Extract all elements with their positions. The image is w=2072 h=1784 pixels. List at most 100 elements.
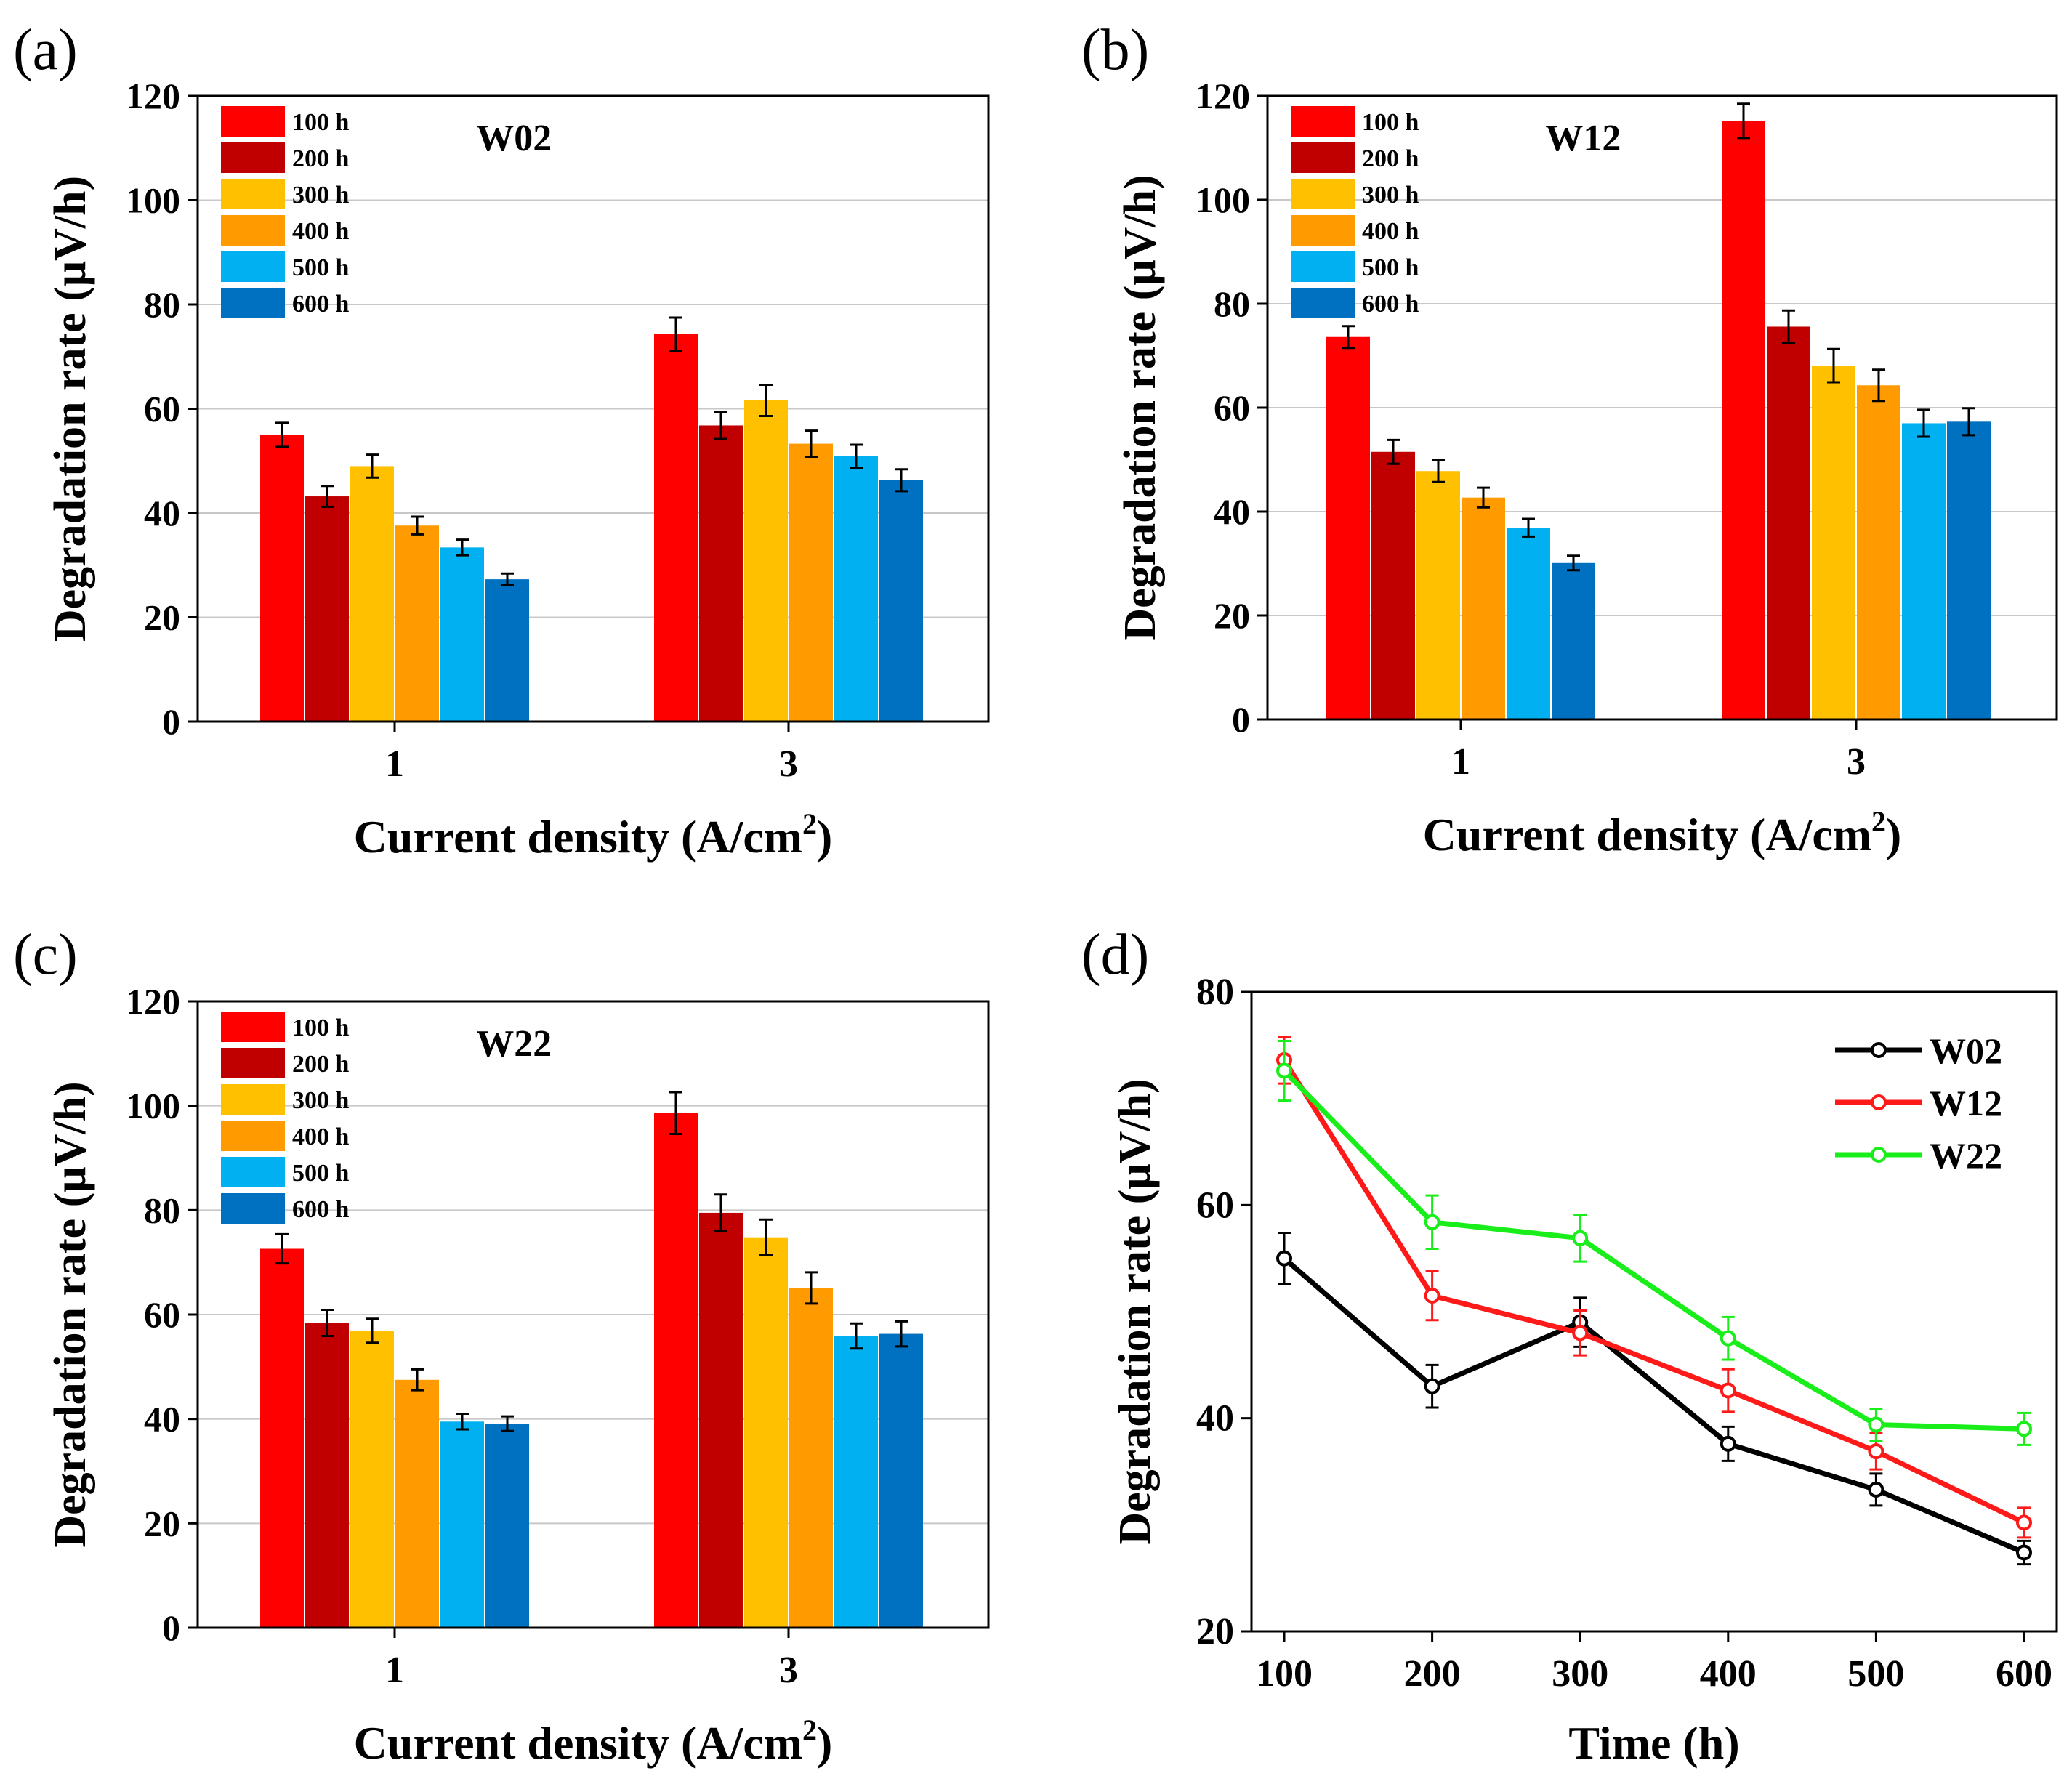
legend-label: 300 h — [292, 1087, 350, 1114]
legend-swatch — [221, 215, 285, 246]
x-tick-label: 1 — [385, 743, 404, 785]
bar-400h-cat3 — [789, 1288, 833, 1628]
legend-label: 600 h — [292, 291, 350, 318]
y-tick-label: 120 — [126, 981, 180, 1022]
data-point-W12 — [1720, 1382, 1736, 1399]
legend-label: 100 h — [1362, 109, 1419, 136]
bar-500h-cat3 — [834, 1336, 878, 1628]
series-line-W22 — [1282, 1069, 2025, 1432]
bar-400h-cat1 — [395, 525, 439, 722]
bar-500h-cat1 — [1507, 528, 1550, 719]
bar-100h-cat3 — [1722, 121, 1765, 719]
legend-swatch — [1291, 179, 1355, 209]
legend-label: 200 h — [292, 1051, 350, 1078]
legend-label: 200 h — [292, 145, 350, 172]
x-axis-label-sup: 2 — [802, 807, 817, 840]
bar-100h-cat3 — [654, 1113, 698, 1628]
bar-200h-cat3 — [1767, 326, 1810, 720]
bar-600h-cat1 — [1552, 562, 1595, 719]
bar-500h-cat3 — [834, 456, 878, 722]
legend-label: 400 h — [1362, 218, 1419, 245]
legend-swatch — [1291, 142, 1355, 173]
x-tick-label: 600 — [1996, 1653, 2052, 1695]
legend-swatch — [1291, 288, 1355, 318]
bar-100h-cat3 — [654, 334, 698, 722]
bar-300h-cat1 — [350, 466, 394, 722]
data-point-W22 — [2016, 1421, 2032, 1437]
x-axis-label-sup: 2 — [1871, 805, 1886, 838]
y-tick-label: 100 — [1196, 179, 1250, 220]
bar-600h-cat3 — [1947, 421, 1991, 719]
legend-swatch — [221, 1084, 285, 1115]
bar-200h-cat3 — [699, 425, 743, 722]
y-tick-label: 100 — [126, 1086, 180, 1126]
legend-label: 400 h — [292, 1123, 350, 1150]
y-tick-label: 40 — [144, 493, 180, 533]
x-axis-label-sup: 2 — [802, 1714, 817, 1746]
legend-label: 500 h — [292, 1160, 350, 1187]
legend-label: W02 — [1930, 1030, 2002, 1071]
legend-swatch — [1291, 215, 1355, 246]
legend-label: 100 h — [292, 109, 350, 136]
x-axis-label-main: Current density (A/cm — [354, 811, 802, 863]
data-point-W12 — [1868, 1443, 1884, 1460]
legend-label: 300 h — [292, 182, 350, 209]
legend-marker — [1871, 1042, 1887, 1058]
legend-swatch — [221, 288, 285, 318]
x-tick-label: 3 — [779, 1650, 798, 1691]
y-axis-label: Degradation rate (μV/h) — [46, 176, 95, 642]
bar-400h-cat3 — [1857, 385, 1900, 719]
y-tick-label: 60 — [1196, 1184, 1234, 1226]
y-axis-label: Degradation rate (μV/h) — [1116, 174, 1165, 640]
chart-title: W02 — [476, 118, 552, 159]
legend-swatch — [221, 179, 285, 209]
data-point-W22 — [1572, 1230, 1589, 1246]
y-tick-label: 120 — [1196, 76, 1250, 116]
legend-label: 500 h — [1362, 254, 1419, 281]
legend-swatch — [221, 1193, 285, 1224]
bar-panel-2: (c) 1 3 0 20 40 60 80 100 120 W22 100 h 200 h 300 h 40… — [13, 923, 990, 1769]
legend-label: W12 — [1930, 1083, 2002, 1123]
y-tick-label: 80 — [144, 1190, 180, 1230]
legend-marker — [1871, 1147, 1887, 1163]
bar-200h-cat1 — [305, 496, 349, 722]
x-axis-label-main: Current density (A/cm — [354, 1717, 802, 1769]
bar-500h-cat3 — [1902, 423, 1946, 719]
legend-swatch — [221, 251, 285, 282]
legend-swatch — [221, 142, 285, 173]
y-tick-label: 80 — [1214, 283, 1250, 324]
bar-300h-cat1 — [350, 1331, 394, 1628]
x-axis-label: Current density (A/cm2) — [354, 807, 833, 863]
x-tick-label: 3 — [1847, 741, 1866, 783]
chart-title: W22 — [476, 1023, 552, 1065]
chart-title: W12 — [1545, 118, 1621, 159]
data-point-W22 — [1276, 1062, 1292, 1079]
panel-label: (a) — [13, 18, 78, 82]
y-axis-label: Degradation rate (μV/h) — [1110, 1078, 1160, 1544]
y-tick-label: 0 — [162, 701, 180, 742]
data-point-W02 — [1720, 1435, 1736, 1452]
legend-label: 600 h — [292, 1196, 350, 1223]
y-tick-label: 100 — [126, 180, 180, 221]
y-tick-label: 20 — [144, 1503, 180, 1543]
bar-400h-cat1 — [395, 1379, 439, 1628]
y-tick-label: 0 — [162, 1607, 180, 1648]
bar-600h-cat3 — [879, 480, 923, 722]
legend-swatch — [221, 1157, 285, 1187]
bar-500h-cat1 — [440, 1421, 484, 1628]
bar-500h-cat1 — [440, 547, 484, 722]
x-axis-label-close: ) — [817, 811, 832, 863]
bar-300h-cat3 — [744, 400, 788, 722]
data-point-W12 — [2016, 1514, 2032, 1531]
panel-label: (b) — [1081, 18, 1149, 82]
x-axis-label: Current density (A/cm2) — [1423, 805, 1902, 860]
bar-panel-0: (a) 1 3 0 20 40 60 80 100 120 W02 100 h 200 h 300 h 40… — [13, 18, 990, 863]
bar-200h-cat1 — [1371, 451, 1415, 719]
data-point-W12 — [1424, 1288, 1440, 1304]
bar-600h-cat1 — [485, 1424, 529, 1628]
legend-swatch — [221, 1121, 285, 1151]
x-tick-label: 500 — [1847, 1653, 1904, 1695]
bar-600h-cat3 — [879, 1333, 923, 1628]
bar-100h-cat1 — [260, 1248, 304, 1628]
